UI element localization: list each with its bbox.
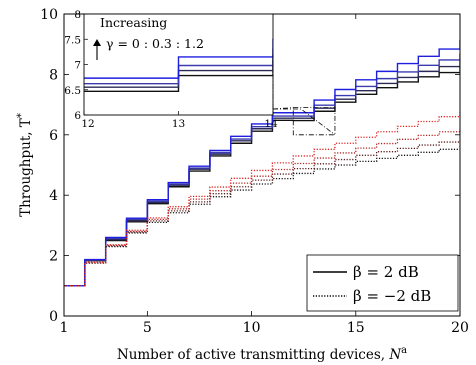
inset-y-tick-label: 7.5 (64, 34, 81, 46)
inset-y-tick-label: 7 (74, 60, 81, 72)
series-line-beta-2-gamma-0_3 (64, 60, 460, 287)
series-line-beta-2-gamma-0_9 (64, 53, 460, 287)
series-line-beta-2-gamma-1_2 (64, 39, 460, 287)
inset-y-tick-label: 6 (74, 110, 81, 122)
x-axis-label-sup: a (401, 345, 407, 356)
y-tick-label: 2 (49, 249, 58, 265)
increasing-arrow-head (93, 39, 101, 46)
y-axis-label-text: Throughput, (18, 127, 34, 217)
series-line-beta-neg2-gamma-0_3 (64, 138, 460, 287)
inset-x-tick-label: 12 (81, 118, 94, 130)
y-axis-label-sup: * (16, 113, 27, 118)
x-tick-label: 5 (143, 320, 152, 336)
y-tick-label: 6 (49, 128, 58, 144)
legend-label: β = 2 dB (353, 263, 419, 281)
inset-y-tick-label: 6.5 (64, 85, 81, 97)
legend-label: β = −2 dB (353, 287, 431, 305)
inset-series-line (84, 48, 273, 85)
y-tick-label: 0 (49, 309, 58, 325)
x-tick-label: 20 (451, 320, 469, 336)
legend: β = 2 dB β = −2 dB (306, 254, 459, 312)
series-line-beta-neg2-gamma-0 (64, 146, 460, 287)
x-axis-label: Number of active transmitting devices, N… (117, 345, 407, 363)
series-group (64, 39, 460, 287)
zoom-box (292, 107, 336, 136)
legend-box (306, 254, 459, 312)
inset-series-group (84, 38, 273, 92)
x-tick-label: 1 (60, 320, 69, 336)
inset-series-line (84, 38, 273, 79)
inset-annotation-line1: Increasing (100, 15, 167, 30)
series-line-beta-neg2-gamma-0_9 (64, 127, 460, 287)
x-axis-label-symbol: N (388, 347, 402, 363)
x-tick-label: 10 (243, 320, 261, 336)
inset-annotation-line2: γ = 0 : 0.3 : 1.2 (106, 36, 204, 51)
inset-y-tick-label: 8 (74, 9, 81, 21)
inset-series-line (84, 54, 273, 88)
inset-x-tick-label: 13 (172, 118, 185, 130)
y-axis-label-symbol: T (18, 118, 34, 127)
inset-plot-area: 12 13 14 6 6.5 7 7.5 8 Increasing γ = 0 : 0.3 : 1… (64, 9, 336, 136)
x-axis-label-text: Number of active transmitting devices, (117, 347, 389, 363)
y-tick-label: 8 (49, 67, 58, 83)
axis-labels: Number of active transmitting devices, N… (16, 113, 407, 363)
zoom-connector-bottom (273, 108, 336, 136)
y-axis-label: Throughput, T* (16, 113, 34, 217)
inset-series-line (84, 59, 273, 92)
y-tick-label: 10 (40, 7, 58, 23)
inset-x-tick-label: 14 (264, 118, 278, 130)
x-tick-label: 15 (347, 320, 365, 336)
y-tick-label: 4 (49, 188, 58, 204)
